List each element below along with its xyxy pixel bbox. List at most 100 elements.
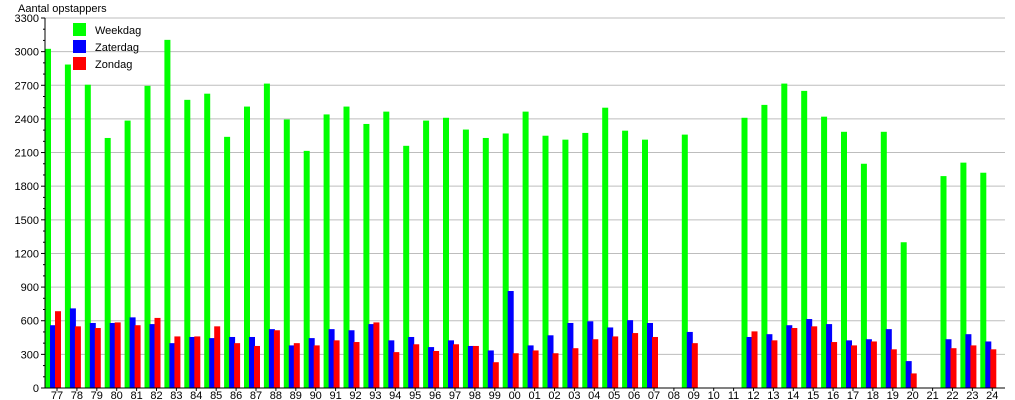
bar-zaterdag-14 bbox=[786, 325, 793, 388]
bar-zaterdag-00 bbox=[507, 291, 514, 388]
bar-zondag-91 bbox=[333, 340, 340, 388]
bar-zaterdag-15 bbox=[806, 319, 813, 388]
x-tick-label: 23 bbox=[966, 390, 978, 400]
x-tick-label: 14 bbox=[787, 390, 799, 400]
x-tick-label: 09 bbox=[688, 390, 700, 400]
x-tick-label: 94 bbox=[389, 390, 401, 400]
bar-zondag-82 bbox=[154, 317, 161, 388]
bar-zondag-83 bbox=[174, 336, 181, 388]
bar-weekdag-04 bbox=[582, 132, 589, 388]
bar-zaterdag-04 bbox=[587, 321, 594, 388]
bar-weekdag-18 bbox=[860, 163, 867, 388]
legend: Weekdag Zaterdag Zondag bbox=[73, 23, 141, 71]
bar-weekdag-99 bbox=[482, 137, 489, 388]
y-tick-label: 1800 bbox=[15, 181, 39, 193]
bar-weekdag-06 bbox=[622, 130, 629, 388]
x-tick-label: 18 bbox=[867, 390, 879, 400]
bar-weekdag-02 bbox=[542, 135, 549, 388]
x-tick-label: 89 bbox=[290, 390, 302, 400]
bar-weekdag-05 bbox=[602, 107, 609, 389]
bar-weekdag-14 bbox=[781, 83, 788, 388]
bar-zondag-06 bbox=[632, 333, 639, 388]
bar-zondag-97 bbox=[453, 344, 459, 388]
bar-zaterdag-78 bbox=[69, 308, 76, 388]
bar-zaterdag-89 bbox=[288, 345, 295, 388]
x-tick-label: 78 bbox=[71, 390, 83, 400]
bar-weekdag-94 bbox=[383, 111, 390, 388]
bar-weekdag-24 bbox=[980, 172, 987, 388]
bar-zondag-19 bbox=[890, 349, 897, 388]
legend-label-weekdag: Weekdag bbox=[95, 25, 141, 37]
x-tick-label: 12 bbox=[747, 390, 759, 400]
x-tick-label: 84 bbox=[190, 390, 202, 400]
bar-weekdag-84 bbox=[184, 99, 191, 389]
bar-weekdag-89 bbox=[283, 119, 290, 388]
x-tick-label: 22 bbox=[946, 390, 958, 400]
x-tick-label: 02 bbox=[548, 390, 560, 400]
bar-zondag-92 bbox=[353, 342, 360, 388]
bar-zondag-98 bbox=[472, 345, 479, 388]
bar-zondag-16 bbox=[831, 342, 838, 388]
bar-weekdag-90 bbox=[303, 150, 310, 388]
bar-weekdag-77 bbox=[45, 48, 51, 388]
bar-zondag-79 bbox=[94, 328, 101, 388]
bar-zondag-15 bbox=[811, 326, 818, 388]
bar-zaterdag-98 bbox=[467, 345, 474, 388]
y-axis-label: Aantal opstappers bbox=[18, 3, 107, 15]
bar-zaterdag-86 bbox=[229, 336, 236, 388]
x-tick-label: 86 bbox=[230, 390, 242, 400]
x-tick-label: 95 bbox=[409, 390, 421, 400]
y-tick-label: 0 bbox=[33, 383, 39, 395]
legend-swatch-zondag bbox=[73, 57, 86, 70]
legend-swatch-zaterdag bbox=[73, 40, 86, 53]
y-tick-label: 2400 bbox=[15, 114, 39, 126]
bar-zaterdag-19 bbox=[885, 329, 892, 388]
bar-weekdag-03 bbox=[562, 139, 569, 388]
bar-zondag-85 bbox=[214, 326, 221, 388]
bar-weekdag-81 bbox=[124, 120, 131, 388]
bar-zaterdag-03 bbox=[567, 322, 574, 388]
x-tick-label: 05 bbox=[608, 390, 620, 400]
x-tick-label: 07 bbox=[648, 390, 660, 400]
bar-weekdag-01 bbox=[522, 111, 529, 388]
x-tick-label: 21 bbox=[926, 390, 938, 400]
bar-zaterdag-79 bbox=[89, 322, 96, 388]
x-tick-label: 80 bbox=[111, 390, 123, 400]
bar-zaterdag-80 bbox=[109, 322, 116, 388]
bar-zondag-00 bbox=[512, 353, 519, 388]
bar-zaterdag-95 bbox=[408, 336, 415, 388]
x-tick-label: 83 bbox=[170, 390, 182, 400]
bar-weekdag-13 bbox=[761, 104, 768, 389]
bar-weekdag-98 bbox=[462, 129, 469, 388]
bar-zondag-02 bbox=[552, 353, 559, 388]
bar-zondag-04 bbox=[592, 339, 599, 388]
bar-weekdag-97 bbox=[443, 117, 449, 389]
x-tick-label: 90 bbox=[310, 390, 322, 400]
x-tick-label: 17 bbox=[847, 390, 859, 400]
bar-weekdag-93 bbox=[363, 123, 370, 389]
bar-zondag-87 bbox=[254, 345, 260, 388]
x-tick-label: 91 bbox=[329, 390, 341, 400]
axes: 0300600900120015001800210024002700300033… bbox=[15, 13, 1005, 400]
bar-zondag-13 bbox=[771, 340, 778, 388]
bar-zaterdag-22 bbox=[945, 339, 952, 388]
legend-swatch-weekdag bbox=[73, 23, 86, 36]
y-tick-label: 2100 bbox=[15, 148, 39, 160]
x-tick-label: 16 bbox=[827, 390, 839, 400]
bar-zondag-95 bbox=[413, 344, 420, 388]
bar-zaterdag-17 bbox=[846, 340, 852, 388]
bar-zondag-78 bbox=[74, 326, 81, 388]
legend-label-zaterdag: Zaterdag bbox=[95, 42, 139, 54]
bar-zaterdag-01 bbox=[527, 345, 534, 388]
bar-zondag-18 bbox=[870, 341, 877, 388]
x-tick-label: 19 bbox=[887, 390, 899, 400]
bar-zaterdag-24 bbox=[985, 341, 992, 388]
x-tick-label: 79 bbox=[91, 390, 103, 400]
bar-zondag-09 bbox=[691, 343, 698, 388]
y-tick-label: 300 bbox=[21, 349, 39, 361]
bar-weekdag-22 bbox=[940, 176, 947, 388]
bar-zaterdag-09 bbox=[686, 331, 693, 388]
bar-zaterdag-93 bbox=[368, 324, 375, 388]
bar-zondag-99 bbox=[492, 362, 499, 388]
